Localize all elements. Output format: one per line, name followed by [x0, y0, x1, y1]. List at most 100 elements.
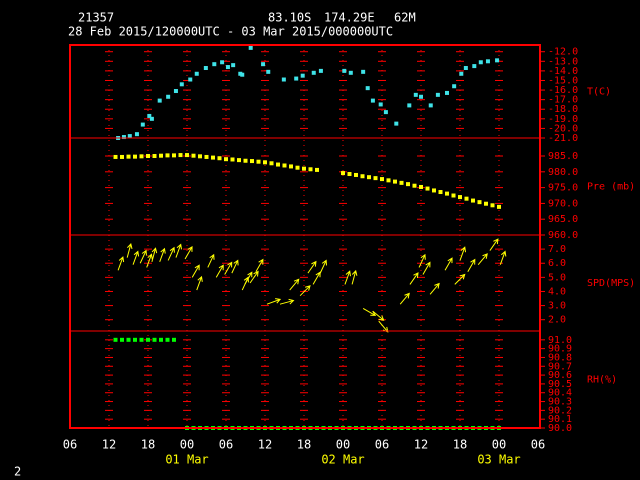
point [497, 204, 501, 209]
wind-arrow [477, 253, 488, 265]
wind-arrow [409, 272, 419, 285]
wind-arrow [184, 245, 193, 260]
point [173, 89, 178, 94]
y-tick-label: 980.0 [548, 167, 578, 178]
point [477, 200, 482, 205]
point [266, 69, 271, 74]
point [464, 196, 469, 201]
point [348, 70, 353, 75]
point [463, 66, 468, 71]
point [113, 337, 118, 342]
wind-arrow [231, 259, 239, 274]
date-label: 03 Mar [477, 453, 520, 467]
y-tick-label: 985.0 [548, 151, 578, 162]
point [139, 154, 144, 159]
point [393, 179, 397, 184]
y-axis-label: SPD(MPS) [587, 278, 635, 289]
wind-arrow [266, 298, 282, 305]
point [248, 45, 253, 50]
point [149, 116, 154, 121]
point [250, 159, 254, 164]
point [300, 73, 305, 78]
wind-arrow [196, 275, 203, 291]
y-tick-label: 975.0 [548, 183, 578, 194]
point [386, 178, 391, 183]
point [281, 77, 286, 82]
wind-arrow [299, 285, 311, 297]
wind-arrow [459, 246, 467, 261]
wind-arrow [319, 259, 327, 274]
point [133, 337, 137, 342]
point [146, 154, 150, 159]
y-tick-label: -17.0 [548, 95, 578, 106]
wind-arrow [444, 257, 453, 271]
point [289, 164, 293, 169]
point [311, 70, 316, 75]
point [412, 183, 417, 188]
point [166, 94, 171, 99]
point [120, 154, 124, 159]
point [165, 153, 170, 158]
wind-arrow [191, 264, 200, 278]
point [261, 62, 266, 67]
point [146, 337, 150, 342]
y-tick-label: -20.0 [548, 123, 578, 134]
wind-arrow [126, 243, 133, 258]
y-tick-label: 90.6 [548, 370, 572, 381]
y-tick-label: -18.0 [548, 104, 578, 115]
y-tick-label: 2.0 [548, 315, 566, 326]
elevation: 62M [394, 11, 416, 25]
point [308, 167, 313, 172]
station-id: 21357 [78, 11, 114, 25]
x-tick-label: 12 [258, 438, 272, 452]
x-tick-label: 06 [375, 438, 389, 452]
period: 28 Feb 2015/120000UTC - 03 Mar 2015/0000… [68, 25, 393, 39]
point [445, 90, 449, 95]
point [452, 84, 457, 89]
wind-arrow [255, 258, 264, 272]
point [406, 182, 410, 187]
point [121, 135, 126, 140]
wind-arrow [399, 292, 410, 305]
y-tick-label: 90.4 [548, 388, 572, 399]
y-tick-label: 90.9 [548, 344, 572, 355]
point [224, 157, 228, 162]
point [256, 159, 261, 164]
point [231, 63, 236, 68]
wind-arrow [344, 270, 351, 285]
point [347, 172, 352, 177]
point [383, 110, 388, 115]
point [157, 98, 162, 103]
point [212, 62, 217, 67]
x-tick-label: 12 [414, 438, 428, 452]
point [263, 160, 267, 165]
point [220, 60, 225, 65]
y-tick-label: 970.0 [548, 198, 578, 209]
point [478, 60, 483, 65]
wind-arrow [418, 253, 426, 268]
wind-arrow [132, 250, 140, 265]
wind-arrow [362, 307, 377, 316]
y-tick-label: -15.0 [548, 75, 578, 86]
point [179, 82, 184, 87]
point [407, 103, 412, 108]
point [276, 162, 280, 167]
point [140, 122, 145, 127]
point [194, 71, 199, 76]
y-tick-label: 90.2 [548, 405, 572, 416]
y-tick-label: 7.0 [548, 244, 566, 255]
point [490, 203, 495, 208]
point [380, 177, 384, 182]
point [435, 92, 440, 97]
wind-arrow [224, 261, 233, 275]
point [394, 121, 399, 126]
wind-arrow [289, 278, 300, 291]
point [204, 154, 209, 159]
point [378, 102, 383, 107]
point [230, 157, 235, 162]
point [126, 154, 131, 159]
wind-arrow [378, 320, 389, 333]
x-tick-label: 12 [102, 438, 116, 452]
point [172, 337, 176, 342]
